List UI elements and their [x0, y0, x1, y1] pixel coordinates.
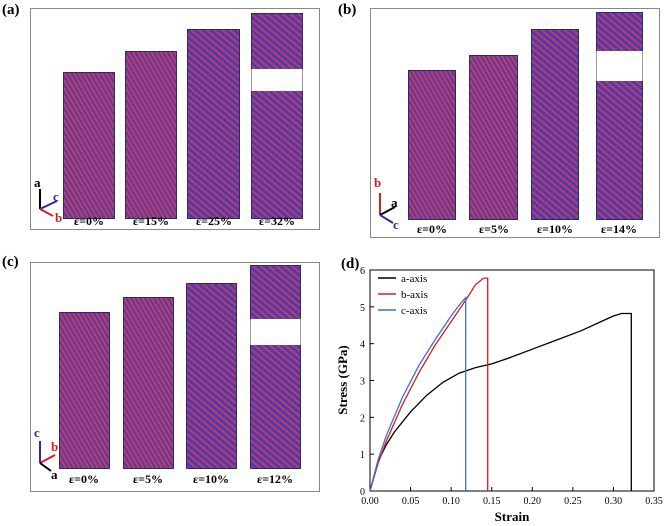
slab-a-15 — [125, 51, 177, 219]
slab-c-12 — [250, 265, 301, 469]
y-tick-label: 0 — [360, 487, 365, 498]
slab-b-5 — [469, 55, 518, 220]
plot-frame — [369, 269, 655, 492]
x-tick-label: 0.05 — [402, 496, 420, 507]
axis-b-down: c — [393, 217, 399, 232]
x-tick-label: 0.20 — [524, 496, 542, 507]
axis-a-down: b — [55, 210, 63, 225]
series-line-c-axis — [369, 295, 467, 492]
strain-label: ε=0% — [69, 472, 99, 486]
x-tick-label: 0.10 — [442, 496, 460, 507]
stress-strain-chart: 0.00 0.05 0.10 0.15 0.20 0.25 0.30 0.350123456 … — [338, 266, 663, 524]
axis-triad-a — [39, 189, 58, 217]
x-tick-label: 0.35 — [645, 496, 663, 507]
x-tick-label: 0.25 — [564, 496, 582, 507]
axis-triad-b — [379, 193, 396, 224]
legend-label: b-axis — [401, 289, 428, 301]
legend-label: c-axis — [401, 305, 427, 317]
panel-c-frame: c b a ε=0% ε=5% ε=10% ε=12% — [30, 262, 320, 492]
strain-label: ε=12% — [257, 472, 293, 486]
axis-b-up: b — [374, 175, 382, 190]
slab-a-25 — [187, 29, 240, 219]
y-tick-label: 2 — [360, 413, 365, 424]
strain-label: ε=15% — [133, 214, 169, 228]
axis-a-up: a — [34, 175, 41, 190]
axis-c-up: c — [34, 425, 40, 440]
x-tick-label: 0.00 — [361, 496, 379, 507]
slab-c-10 — [186, 283, 237, 469]
series-line-b-axis — [369, 277, 489, 492]
panel-b-frame: b a c ε=0% ε=5% ε=10% ε=14% — [370, 8, 660, 238]
panel-d-label: (d) — [341, 256, 360, 272]
y-tick-label: 6 — [360, 266, 365, 277]
fracture-gap-a — [251, 69, 303, 91]
panel-c-label: (c) — [2, 254, 19, 270]
strain-label: ε=0% — [417, 222, 447, 236]
x-tick-label: 0.15 — [483, 496, 501, 507]
axis-a-right: c — [53, 189, 59, 204]
strain-label: ε=5% — [479, 222, 509, 236]
panel-a-frame: a c b ε=0% ε=15% ε=25% ε=32% — [30, 8, 320, 230]
panel-a-label: (a) — [2, 2, 20, 18]
slab-c-5 — [123, 297, 174, 469]
y-axis-label: Stress (GPa) — [338, 345, 350, 414]
y-tick-label: 1 — [360, 450, 365, 461]
strain-label: ε=10% — [193, 472, 229, 486]
fracture-gap-b — [596, 51, 643, 81]
strain-label: ε=10% — [537, 222, 573, 236]
axis-triad-c — [39, 441, 56, 472]
slab-b-0 — [408, 70, 456, 220]
slab-a-0 — [63, 72, 115, 219]
slab-b-10 — [531, 29, 579, 220]
slab-c-0 — [59, 312, 110, 469]
x-axis-label: Strain — [495, 509, 530, 524]
strain-label: ε=5% — [133, 472, 163, 486]
strain-label: ε=14% — [601, 222, 637, 236]
strain-label: ε=0% — [74, 214, 104, 228]
slab-b-14 — [596, 12, 643, 220]
axis-b-right: a — [391, 195, 398, 210]
axis-c-down: a — [51, 467, 58, 482]
axis-c-right: b — [51, 439, 59, 454]
series-line-a-axis — [369, 312, 632, 492]
fracture-gap-c — [250, 319, 301, 345]
slab-a-32 — [251, 13, 303, 219]
strain-label: ε=25% — [196, 214, 232, 228]
x-tick-label: 0.30 — [605, 496, 623, 507]
panel-b-label: (b) — [338, 2, 357, 18]
y-tick-label: 3 — [360, 377, 365, 388]
y-tick-label: 4 — [360, 340, 365, 351]
y-tick-label: 5 — [360, 303, 365, 314]
strain-label: ε=32% — [259, 214, 295, 228]
legend-label: a-axis — [401, 273, 427, 285]
